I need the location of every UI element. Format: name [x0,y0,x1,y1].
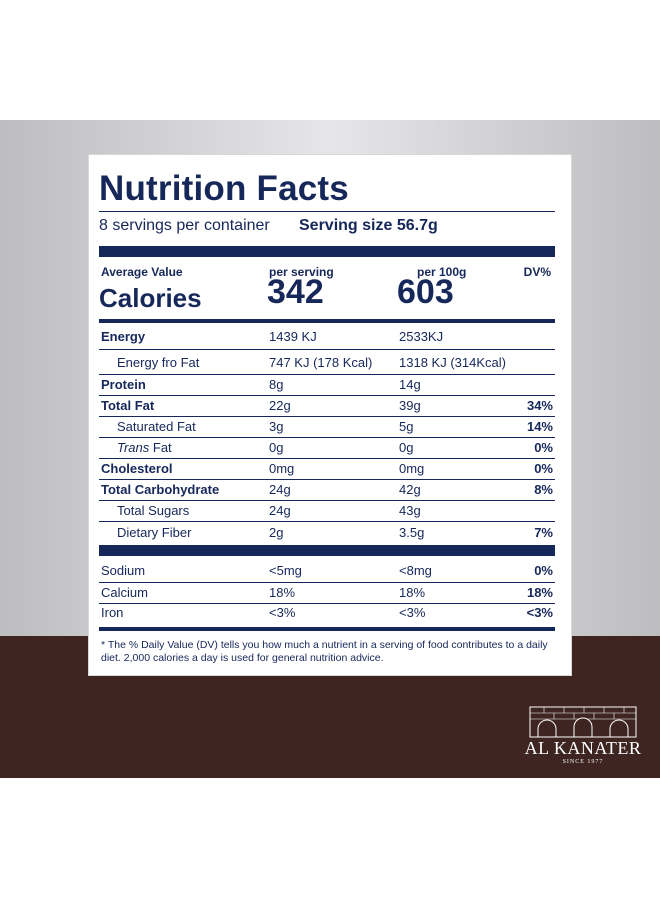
divider [99,521,555,522]
daily-value: 7% [534,525,553,540]
per-serving-value: 8g [269,377,284,392]
daily-value: 8% [534,482,553,497]
per-100g-value: 39g [399,398,421,413]
per-100g-value: 0g [399,440,414,455]
nutrient-name: Dietary Fiber [117,525,192,540]
nutrient-name: Total Fat [101,398,155,413]
table-row: Energy fro Fat 747 KJ (178 Kcal) 1318 KJ… [99,353,555,373]
daily-value: <3% [526,605,553,620]
per-serving-value: <5mg [269,563,302,578]
per-serving-value: 2g [269,525,284,540]
per-serving-value: <3% [269,605,296,620]
brand-logo: AL KANATER SINCE 1977 [524,705,642,770]
divider [99,211,555,212]
per-serving-value: 3g [269,419,284,434]
per-serving-value: 18% [269,585,296,600]
servings-per-container: 8 servings per container [99,217,270,234]
divider [99,437,555,438]
per-serving-value: 24g [269,482,291,497]
divider [99,458,555,459]
table-row: Dietary Fiber 2g 3.5g 7% [99,523,555,543]
header-average-value: Average Value [101,265,183,279]
brand-since: SINCE 1977 [562,759,604,765]
nutrient-name: Energy [101,329,146,344]
per-serving-value: 0mg [269,461,295,476]
table-row: Saturated Fat 3g 5g 14% [99,417,555,437]
table-row: Total Sugars 24g 43g [99,501,555,521]
nutrient-name-rest: Fat [149,440,172,455]
divider [99,603,555,604]
mineral-name: Iron [101,605,124,620]
nutrient-name: Trans Fat [117,438,172,458]
daily-value: 18% [526,585,553,600]
header-per-serving: per serving [269,265,334,279]
per-100g-value: <8mg [399,563,432,578]
table-row: Total Fat 22g 39g 34% [99,396,555,416]
nutrient-name: Energy fro Fat [117,355,200,370]
table-row: Protein 8g 14g [99,375,555,395]
per-100g-value: 18% [399,585,426,600]
per-100g-value: 43g [399,503,421,518]
table-row: Sodium <5mg <8mg 0% [99,561,555,581]
per-serving-value: 24g [269,503,291,518]
per-100g-value: 0mg [399,461,425,476]
table-row: Iron <3% <3% <3% [99,603,555,623]
divider [99,416,555,417]
calories-per-serving: 342 [267,273,324,311]
per-100g-value: 14g [399,377,421,392]
daily-value: 34% [526,398,553,413]
calories-per-100g: 603 [397,273,454,311]
medium-divider [99,627,555,631]
footnote: * The % Daily Value (DV) tells you how m… [101,639,548,664]
divider [99,374,555,375]
divider [99,479,555,480]
table-row: Trans Fat 0g 0g 0% [99,438,555,458]
header-per-100g: per 100g [417,265,467,279]
nutrient-name: Total Sugars [117,503,190,518]
daily-value: 0% [534,440,553,455]
header-dv: DV% [523,265,551,279]
table-row: Total Carbohydrate 24g 42g 8% [99,480,555,500]
per-serving-value: 0g [269,440,284,455]
divider [99,395,555,396]
per-100g-value: <3% [399,605,426,620]
serving-size: Serving size 56.7g [299,217,438,234]
thick-divider [99,246,555,257]
per-100g-value: 42g [399,482,421,497]
brand-name: AL KANATER [524,738,642,758]
calories-label: Calories [99,283,202,313]
per-100g-value: 1318 KJ (314Kcal) [399,355,506,370]
nutrition-label: Nutrition Facts 8 servings per container… [88,154,572,676]
mineral-name: Calcium [101,585,148,600]
nutrient-name: Saturated Fat [117,419,196,434]
divider [99,349,555,350]
per-100g-value: 5g [399,419,414,434]
table-row: Calcium 18% 18% 18% [99,583,555,603]
per-100g-value: 2533KJ [399,329,444,344]
medium-divider [99,319,555,323]
per-serving-value: 22g [269,398,291,413]
nutrient-name: Cholesterol [101,461,173,476]
per-serving-value: 1439 KJ [269,329,317,344]
arches-icon [529,706,637,738]
divider [99,500,555,501]
per-serving-value: 747 KJ (178 Kcal) [269,355,373,370]
thick-divider [99,545,555,556]
table-row: Energy 1439 KJ 2533KJ [99,327,555,347]
per-100g-value: 3.5g [399,525,425,540]
daily-value: 0% [534,461,553,476]
nutrient-name: Total Carbohydrate [101,482,220,497]
daily-value: 14% [526,419,553,434]
label-title: Nutrition Facts [99,169,349,208]
divider [99,582,555,583]
table-row: Cholesterol 0mg 0mg 0% [99,459,555,479]
daily-value: 0% [534,563,553,578]
nutrient-name: Protein [101,377,146,392]
mineral-name: Sodium [101,563,146,578]
trans-italic: Trans [117,440,150,455]
